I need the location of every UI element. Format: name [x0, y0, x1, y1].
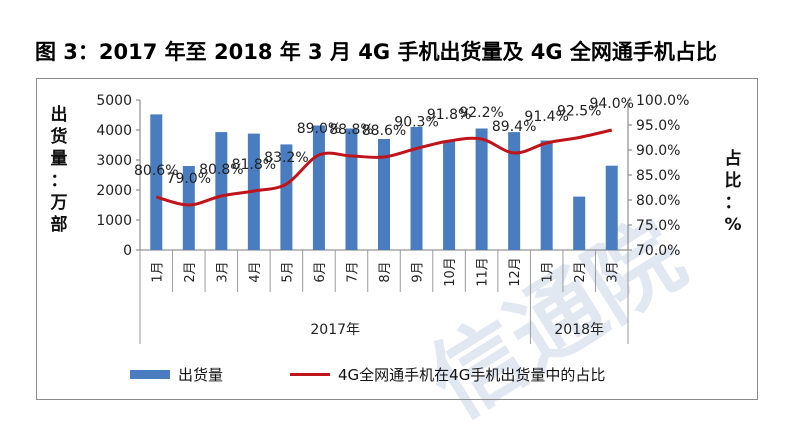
- x-axis-tick-label: 12月: [508, 257, 523, 287]
- bar: [475, 128, 488, 250]
- x-axis-tick-label: 8月: [378, 261, 393, 282]
- bar: [215, 132, 228, 250]
- x-axis-tick-label: 1月: [541, 261, 556, 282]
- x-axis-tick-label: 3月: [215, 261, 230, 282]
- year-group-label: 2018年: [554, 322, 604, 338]
- right-axis-label: 占 比 ： %: [722, 148, 744, 236]
- bar: [378, 139, 390, 250]
- x-axis-tick-label: 1月: [150, 261, 165, 282]
- x-axis-tick-label: 11月: [476, 257, 491, 287]
- legend-line-label: 4G全网通手机在4G手机出货量中的占比: [338, 365, 606, 384]
- line-data-label: 81.8%: [232, 157, 276, 173]
- line-data-label: 92.2%: [459, 105, 503, 121]
- line-data-label: 83.2%: [264, 150, 308, 166]
- line-data-label: 94.0%: [589, 96, 633, 112]
- line-series: [155, 128, 613, 207]
- left-axis-tick-label: 5000: [96, 93, 132, 109]
- left-axis-label-char: 部: [50, 215, 68, 235]
- left-axis-label-char: 量: [50, 149, 68, 169]
- x-axis-tick-label: 9月: [411, 261, 426, 282]
- line-data-label: 90.3%: [394, 115, 438, 131]
- line-data-label: 89.0%: [297, 121, 341, 137]
- year-group-label: 2017年: [310, 322, 360, 338]
- right-axis-label-char: 比: [724, 171, 742, 191]
- line-data-label: 91.8%: [427, 107, 471, 123]
- line-data-label: 88.8%: [329, 122, 373, 138]
- legend-bar-label: 出货量: [178, 365, 224, 384]
- legend-bar-swatch: [130, 369, 170, 379]
- left-axis-tick-label: 1000: [96, 213, 132, 229]
- left-axis-tick-label: 3000: [96, 153, 132, 169]
- right-axis-label-char: %: [724, 215, 742, 235]
- line-data-label: 92.5%: [557, 104, 601, 120]
- bar: [150, 114, 163, 251]
- left-axis-label: 出 货 量 ： 万 部: [48, 104, 70, 236]
- bar: [605, 165, 618, 250]
- x-axis-tick-label: 2月: [573, 261, 588, 282]
- line-data-label: 91.4%: [524, 109, 568, 125]
- x-axis-tick-label: 7月: [345, 261, 360, 282]
- left-axis-tick-label: 4000: [96, 123, 132, 139]
- right-axis-tick-label: 90.0%: [636, 143, 680, 159]
- line-data-label: 89.4%: [492, 119, 536, 135]
- chart-frame: [36, 78, 758, 400]
- left-axis-label-char: 万: [50, 193, 68, 213]
- line-data-label: 88.6%: [362, 123, 406, 139]
- legend-item-line: 4G全网通手机在4G手机出货量中的占比: [290, 362, 605, 386]
- right-axis-tick-label: 70.0%: [636, 243, 680, 259]
- chart-title: 图 3：2017 年至 2018 年 3 月 4G 手机出货量及 4G 全网通手…: [35, 40, 717, 64]
- bar: [312, 125, 325, 250]
- line-data-label: 80.8%: [199, 162, 243, 178]
- left-axis-tick-label: 2000: [96, 183, 132, 199]
- right-axis-label-char: ：: [724, 193, 742, 213]
- legend-line-swatch: [290, 372, 330, 376]
- left-axis-label-char: 出: [50, 105, 68, 125]
- x-axis-tick-label: 6月: [313, 261, 328, 282]
- right-axis-tick-label: 95.0%: [636, 118, 680, 134]
- x-axis-tick-label: 3月: [606, 261, 621, 282]
- bar: [540, 140, 553, 250]
- legend: 出货量 4G全网通手机在4G手机出货量中的占比: [130, 362, 730, 386]
- right-axis-tick-label: 85.0%: [636, 168, 680, 184]
- bar: [280, 144, 293, 250]
- bar: [443, 141, 456, 250]
- right-axis-tick-label: 75.0%: [636, 218, 680, 234]
- bar: [345, 128, 358, 250]
- bar: [573, 196, 586, 250]
- right-axis-label-char: 占: [724, 149, 742, 169]
- x-axis-tick-label: 10月: [443, 257, 458, 287]
- x-axis-tick-label: 4月: [248, 261, 263, 282]
- bar: [182, 166, 195, 250]
- legend-item-bar: 出货量: [130, 362, 223, 386]
- left-axis-label-char: ：: [50, 171, 68, 191]
- line-data-label: 80.6%: [134, 163, 178, 179]
- left-axis-tick-label: 0: [123, 243, 132, 259]
- left-axis-label-char: 货: [50, 127, 68, 147]
- bar: [410, 127, 423, 250]
- bar: [508, 132, 521, 250]
- right-axis-tick-label: 100.0%: [636, 93, 689, 109]
- x-axis-tick-label: 5月: [280, 261, 295, 282]
- x-axis-tick-label: 2月: [183, 261, 198, 282]
- right-axis-tick-label: 80.0%: [636, 193, 680, 209]
- line-data-label: 79.0%: [167, 171, 211, 187]
